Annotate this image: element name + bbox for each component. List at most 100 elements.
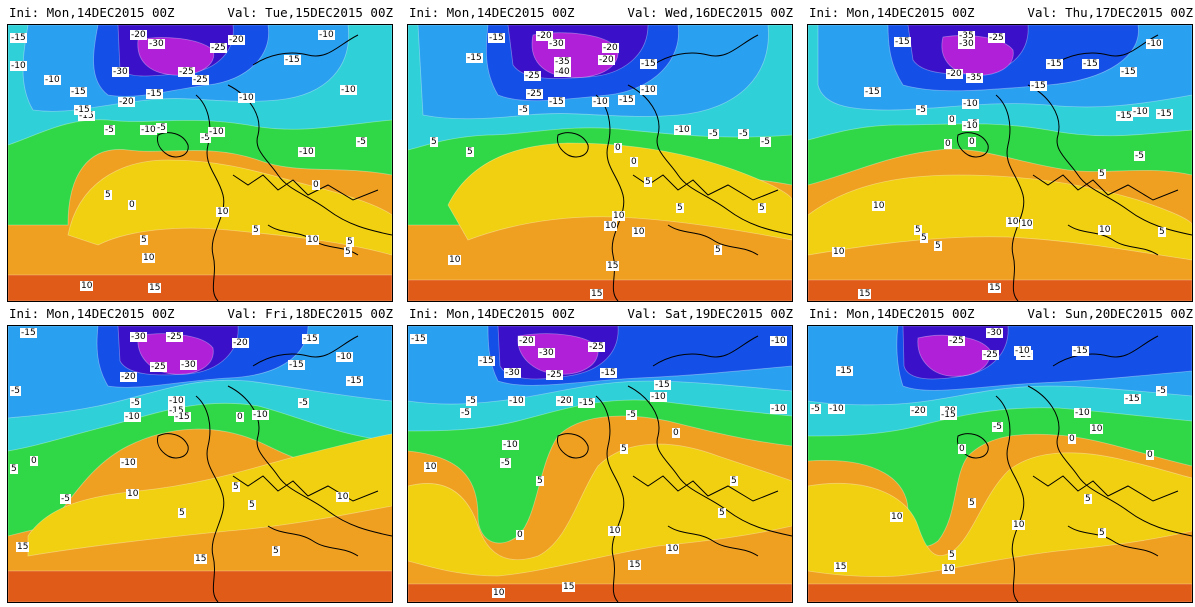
ini-value: Mon,14DEC2015 00Z (46, 5, 175, 20)
isotherm-label: 10 (126, 489, 140, 499)
isotherm-label: -10 (1132, 107, 1149, 117)
ini-label: Ini: (809, 306, 840, 321)
coastline (557, 132, 589, 158)
isotherm-label: -15 (1124, 394, 1141, 404)
isotherm-label: 15 (194, 554, 208, 564)
isotherm-label: 10 (872, 201, 886, 211)
temperature-field (808, 326, 1192, 602)
isotherm-label: 5 (104, 190, 112, 200)
coastline (1027, 385, 1192, 537)
isotherm-label: -10 (238, 93, 255, 103)
isotherm-label: -20 (598, 55, 615, 65)
isotherm-label: -15 (1030, 81, 1047, 91)
isotherm-label: -5 (760, 137, 771, 147)
isotherm-label: 0 (1146, 450, 1154, 460)
isotherm-label: -5 (810, 404, 821, 414)
temperature-band-red (8, 570, 392, 602)
isotherm-label: 10 (666, 544, 680, 554)
temperature-field (808, 25, 1192, 301)
isotherm-label: -15 (410, 334, 427, 344)
ini-value: Mon,14DEC2015 00Z (846, 5, 975, 20)
isotherm-label: 10 (608, 526, 622, 536)
isotherm-label: 0 (1068, 434, 1076, 444)
coastline (632, 174, 779, 201)
temperature-band-yellow (408, 443, 792, 577)
isotherm-label: -30 (538, 348, 555, 358)
coastline (1027, 84, 1192, 236)
coastline (995, 395, 1025, 602)
isotherm-label: 10 (1020, 219, 1034, 229)
isotherm-label: -15 (302, 334, 319, 344)
isotherm-label: -5 (298, 398, 309, 408)
isotherm-label: -15 (478, 356, 495, 366)
isotherm-label: 0 (30, 456, 38, 466)
val-label: Val: (227, 306, 258, 321)
isotherm-label: 10 (942, 564, 956, 574)
isotherm-label: 15 (628, 560, 642, 570)
isotherm-label: -15 (78, 111, 95, 121)
coastline (1067, 224, 1159, 256)
isotherm-label: 10 (612, 211, 626, 221)
isotherm-label: -15 (10, 33, 27, 43)
isotherm-label: -15 (864, 87, 881, 97)
isotherm-label: -15 (1156, 109, 1173, 119)
isotherm-label: -10 (340, 85, 357, 95)
isotherm-label: 15 (858, 289, 872, 299)
isotherm-label: 10 (1098, 225, 1112, 235)
coastline (157, 132, 189, 158)
coastline (267, 525, 359, 557)
coastline (232, 174, 379, 201)
isotherm-label: -25 (588, 342, 605, 352)
coastline (1032, 174, 1179, 201)
isotherm-label: -25 (192, 75, 209, 85)
isotherm-label: -15 (1082, 59, 1099, 69)
isotherm-label: 15 (590, 289, 604, 299)
temperature-map: -25-30-25-20-20-15-10-15-5-10-15-20-15-1… (807, 325, 1193, 603)
isotherm-label: 5 (644, 177, 652, 187)
temperature-field (8, 326, 392, 602)
val-value: Wed,16DEC2015 00Z (665, 5, 793, 20)
isotherm-label: -25 (546, 370, 563, 380)
isotherm-label: 10 (1012, 520, 1026, 530)
isotherm-label: 15 (606, 261, 620, 271)
val-label: Val: (1027, 306, 1058, 321)
isotherm-label: 5 (730, 476, 738, 486)
isotherm-label: -15 (618, 95, 635, 105)
coastline (557, 433, 589, 459)
isotherm-label: 5 (252, 225, 260, 235)
coastline (667, 525, 759, 557)
isotherm-label: -10 (44, 75, 61, 85)
isotherm-label: 5 (1158, 227, 1166, 237)
isotherm-label: -35 (958, 31, 975, 41)
isotherm-label: -5 (992, 422, 1003, 432)
ini-value: Mon,14DEC2015 00Z (846, 306, 975, 321)
isotherm-label: 5 (272, 546, 280, 556)
temperature-band-red (8, 274, 392, 301)
isotherm-label: 5 (140, 235, 148, 245)
coastline (957, 132, 989, 158)
val-value: Sun,20DEC2015 00Z (1065, 306, 1193, 321)
isotherm-label: -15 (1120, 67, 1137, 77)
panel-header: Ini: Mon,14DEC2015 00Z Val: Thu,17DEC201… (807, 2, 1193, 24)
isotherm-label: -20 (536, 31, 553, 41)
ini-value: Mon,14DEC2015 00Z (446, 5, 575, 20)
isotherm-label: 15 (562, 582, 576, 592)
isotherm-label: -10 (770, 404, 787, 414)
isotherm-label: -20 (910, 406, 927, 416)
isotherm-label: 15 (16, 542, 30, 552)
ini-value: Mon,14DEC2015 00Z (446, 306, 575, 321)
isotherm-label: 5 (920, 233, 928, 243)
panel-header: Ini: Mon,14DEC2015 00Z Val: Tue,15DEC201… (7, 2, 393, 24)
isotherm-label: -5 (460, 408, 471, 418)
isotherm-label: -15 (600, 368, 617, 378)
isotherm-label: -10 (252, 410, 269, 420)
temperature-field (408, 326, 792, 602)
isotherm-label: 0 (630, 157, 638, 167)
ini-label: Ini: (9, 5, 40, 20)
isotherm-label: -20 (228, 35, 245, 45)
isotherm-label: -15 (836, 366, 853, 376)
isotherm-label: -5 (466, 396, 477, 406)
isotherm-label: -5 (104, 125, 115, 135)
isotherm-label: -15 (1046, 59, 1063, 69)
val-value: Fri,18DEC2015 00Z (265, 306, 393, 321)
